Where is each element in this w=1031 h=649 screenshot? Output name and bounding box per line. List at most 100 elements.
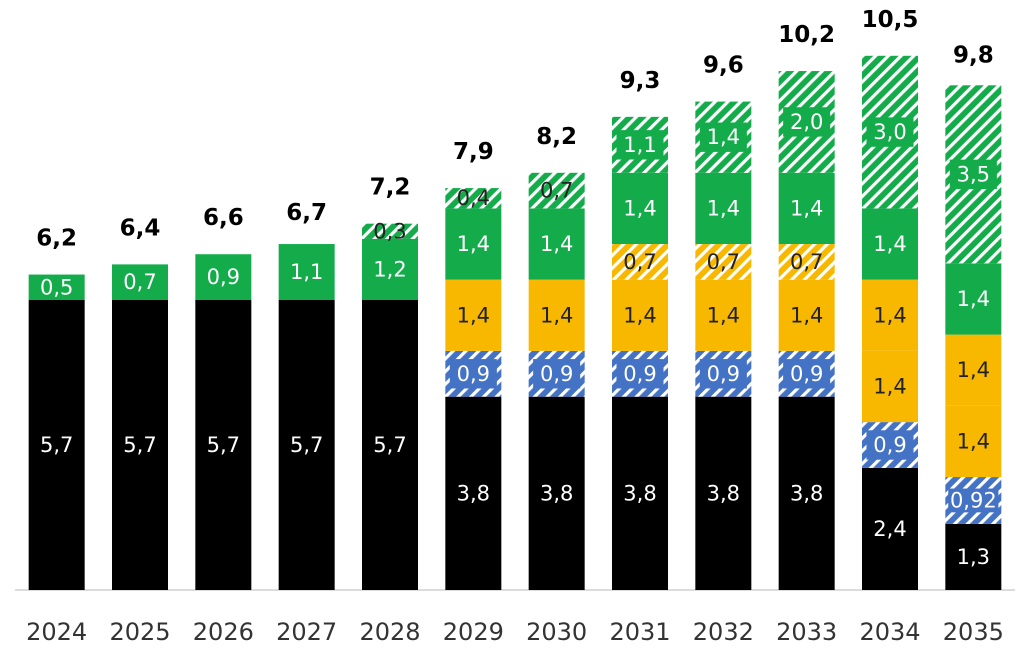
data-label: 0,9 (457, 362, 490, 386)
data-label: 1,4 (540, 303, 573, 327)
bar-segment (778, 244, 835, 280)
bar-segment (528, 172, 585, 209)
x-tick-label: 2029 (443, 618, 504, 645)
total-label: 6,6 (203, 205, 244, 231)
bar-segment (945, 405, 1002, 478)
total-label: 9,8 (953, 42, 994, 68)
label-box (949, 159, 997, 190)
label-box (866, 430, 914, 460)
label-box (616, 359, 664, 389)
bar-segment (278, 244, 335, 300)
label-box (449, 359, 497, 389)
data-label: 0,5 (40, 275, 73, 299)
bar-segment (112, 300, 168, 590)
label-box (783, 107, 831, 137)
data-label: 1,2 (373, 257, 406, 281)
data-label: 0,92 (950, 488, 997, 512)
total-label: 8,2 (536, 124, 577, 150)
data-label: 1,4 (790, 303, 823, 327)
data-label: 1,4 (707, 125, 740, 149)
total-label: 10,2 (778, 22, 835, 48)
data-label: 1,4 (457, 232, 490, 256)
x-tick-label: 2035 (943, 618, 1004, 645)
total-label: 9,3 (620, 68, 661, 94)
data-label: 1,4 (957, 429, 990, 453)
data-label: 1,4 (623, 303, 656, 327)
bar-segment (862, 350, 918, 423)
data-label: 1,4 (790, 196, 823, 220)
bar-segment (612, 172, 668, 245)
x-tick-label: 2032 (693, 618, 754, 645)
data-label: 5,7 (207, 433, 240, 457)
x-tick-label: 2028 (359, 618, 420, 645)
data-label: 1,1 (623, 133, 656, 157)
data-label: 1,4 (457, 303, 490, 327)
total-label: 6,2 (36, 226, 77, 252)
bar-segment (528, 396, 585, 590)
data-label: 0,7 (707, 250, 740, 274)
data-label: 5,7 (290, 433, 323, 457)
bar-segment (528, 208, 585, 280)
data-label: 0,4 (457, 186, 490, 210)
data-label: 3,0 (873, 120, 906, 144)
x-tick-label: 2033 (776, 618, 837, 645)
data-label: 1,3 (957, 545, 990, 569)
total-label: 7,2 (370, 175, 411, 201)
data-label: 1,1 (290, 260, 323, 284)
label-box (616, 130, 664, 160)
data-label: 1,4 (873, 232, 906, 256)
data-label: 0,9 (623, 362, 656, 386)
data-label: 1,4 (957, 287, 990, 311)
data-label: 0,9 (540, 362, 573, 386)
data-label: 0,9 (707, 362, 740, 386)
x-tick-label: 2026 (193, 618, 254, 645)
bar-segment (862, 208, 918, 280)
bar-segment (612, 396, 668, 590)
label-box (699, 122, 747, 152)
total-label: 10,5 (862, 7, 919, 33)
x-tick-label: 2024 (26, 618, 87, 645)
bar-segment (112, 264, 168, 300)
data-label: 5,7 (123, 433, 156, 457)
label-box (533, 359, 581, 389)
data-label: 1,4 (873, 303, 906, 327)
data-label: 5,7 (40, 433, 73, 457)
bar-segment (445, 279, 502, 351)
x-tick-label: 2030 (526, 618, 587, 645)
data-label: 0,7 (540, 179, 573, 203)
bar-segment (445, 188, 502, 209)
bar-segment (362, 300, 418, 590)
bar-segment (778, 279, 835, 351)
bar-segment (362, 238, 418, 300)
x-tick-label: 2031 (609, 618, 670, 645)
bar-segment (695, 172, 752, 245)
bar-segment (195, 254, 252, 300)
label-box (948, 488, 999, 513)
bar-segment (778, 172, 835, 245)
data-label: 3,8 (457, 481, 490, 505)
bar-segment (945, 523, 1002, 590)
bar-segment (195, 300, 252, 590)
bar-segment (362, 223, 418, 239)
bar-segment (612, 244, 668, 280)
data-label: 3,5 (957, 162, 990, 186)
data-label: 3,8 (707, 481, 740, 505)
data-label: 0,7 (790, 250, 823, 274)
data-label: 2,4 (873, 517, 906, 541)
data-label: 1,4 (707, 196, 740, 220)
bar-segment (945, 263, 1002, 335)
data-label: 0,9 (873, 433, 906, 457)
total-label: 7,9 (453, 139, 494, 165)
total-label: 6,7 (286, 200, 327, 226)
bar-segment (695, 396, 752, 590)
bar-segment (695, 244, 752, 280)
data-label: 0,9 (207, 265, 240, 289)
data-label: 0,3 (373, 219, 406, 243)
x-tick-label: 2027 (276, 618, 337, 645)
bar-segment (528, 279, 585, 351)
data-label: 1,4 (873, 374, 906, 398)
bar-segment (612, 279, 668, 351)
label-box (783, 359, 831, 389)
data-label: 3,8 (623, 481, 656, 505)
